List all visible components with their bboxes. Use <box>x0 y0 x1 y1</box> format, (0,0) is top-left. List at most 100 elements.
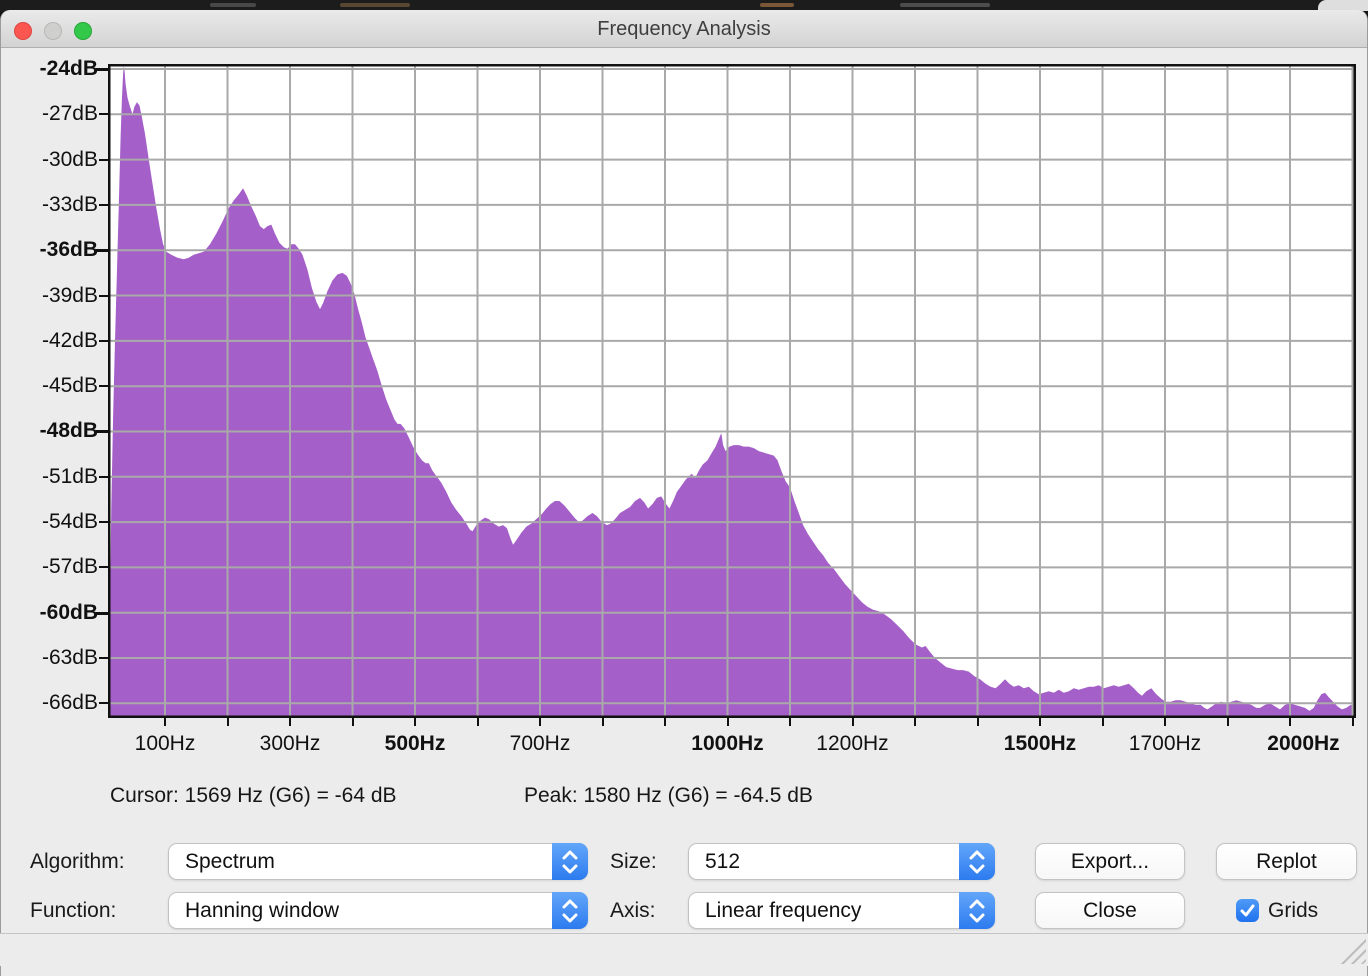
x-axis-label: 1700Hz <box>1128 732 1202 755</box>
spectrum-canvas <box>107 63 1357 719</box>
size-value: 512 <box>705 850 741 873</box>
checkmark-icon <box>1240 904 1255 917</box>
x-axis-tick <box>1351 718 1354 726</box>
y-axis-label: -63dB <box>41 646 98 670</box>
function-select[interactable]: Hanning window <box>168 892 588 929</box>
stepper-icon <box>552 892 588 929</box>
x-axis-tick <box>1289 718 1291 726</box>
axis-value: Linear frequency <box>705 899 862 922</box>
background-window-fragment <box>760 3 794 7</box>
function-value: Hanning window <box>185 899 340 922</box>
minimize-window-button[interactable] <box>44 22 62 40</box>
y-axis-tick <box>96 249 108 253</box>
size-label: Size: <box>610 850 657 873</box>
stepper-icon <box>959 892 995 929</box>
y-axis-tick <box>99 203 108 206</box>
y-axis-label: -33dB <box>41 192 98 216</box>
y-axis-label: -30dB <box>41 147 98 171</box>
x-axis-tick <box>1226 718 1229 726</box>
x-axis-tick <box>1039 718 1041 726</box>
x-axis-tick <box>476 718 479 726</box>
x-axis-tick <box>164 718 166 726</box>
window-title: Frequency Analysis <box>597 18 771 40</box>
x-axis-tick <box>351 718 354 726</box>
background-window-fragment <box>340 3 410 7</box>
x-axis-tick <box>289 718 291 726</box>
x-axis-tick <box>601 718 604 726</box>
y-axis-tick <box>99 475 108 478</box>
y-axis-label: -42dB <box>41 328 98 352</box>
function-label: Function: <box>30 899 117 922</box>
y-axis-label: -66dB <box>41 691 98 715</box>
y-axis-tick <box>99 657 108 660</box>
axis-label: Axis: <box>610 899 656 922</box>
x-axis-label: 1500Hz <box>1003 732 1077 755</box>
x-axis-tick <box>1101 718 1104 726</box>
y-axis-tick <box>99 339 108 342</box>
y-axis-tick <box>99 294 108 297</box>
x-axis-label: 2000Hz <box>1267 732 1340 755</box>
grids-checkbox-label[interactable]: Grids <box>1268 899 1319 922</box>
y-axis-tick <box>99 521 108 524</box>
x-axis-label: 100Hz <box>134 732 196 755</box>
y-axis-label: -24dB <box>39 56 98 80</box>
y-axis-label: -48dB <box>39 419 98 443</box>
x-axis-label: 300Hz <box>259 732 321 755</box>
y-axis-label: -60dB <box>39 600 98 624</box>
y-axis-label: -36dB <box>39 238 98 262</box>
background-window-fragment <box>210 3 256 7</box>
x-axis-label: 700Hz <box>509 732 571 755</box>
resize-grip-icon[interactable] <box>1340 938 1366 964</box>
titlebar[interactable]: Frequency Analysis <box>1 10 1367 48</box>
y-axis-tick <box>99 113 108 116</box>
y-axis-tick <box>99 702 108 705</box>
y-axis-tick <box>99 385 108 388</box>
export-button[interactable]: Export... <box>1035 843 1185 880</box>
chevron-up-down-icon <box>969 899 985 923</box>
close-window-button[interactable] <box>14 22 32 40</box>
window-footer <box>0 933 1368 966</box>
replot-button[interactable]: Replot <box>1216 843 1357 880</box>
x-axis-tick <box>789 718 791 726</box>
chevron-up-down-icon <box>562 899 578 923</box>
y-axis-tick <box>99 566 108 569</box>
x-axis-tick <box>414 718 416 726</box>
chevron-up-down-icon <box>562 850 578 874</box>
x-axis-tick <box>851 718 854 726</box>
x-axis-tick <box>914 718 916 726</box>
y-axis-label: -54dB <box>41 510 98 534</box>
x-axis-label: 1000Hz <box>691 732 764 755</box>
y-axis-tick <box>96 611 108 615</box>
y-axis-tick <box>96 67 108 71</box>
y-axis-label: -39dB <box>41 283 98 307</box>
chevron-up-down-icon <box>969 850 985 874</box>
spectrum-plot[interactable] <box>107 63 1357 719</box>
axis-select[interactable]: Linear frequency <box>688 892 995 929</box>
algorithm-value: Spectrum <box>185 850 275 873</box>
x-axis-tick <box>726 718 729 726</box>
y-axis-tick <box>99 158 108 161</box>
grids-checkbox[interactable] <box>1236 899 1259 922</box>
size-select[interactable]: 512 <box>688 843 995 880</box>
y-axis-tick <box>96 430 108 434</box>
y-axis-label: -27dB <box>41 102 98 126</box>
zoom-window-button[interactable] <box>74 22 92 40</box>
x-axis-label: 500Hz <box>384 732 446 755</box>
plot-frame <box>107 63 1357 719</box>
spectrum-area <box>108 66 1357 719</box>
stepper-icon <box>959 843 995 880</box>
cursor-readout: Cursor: 1569 Hz (G6) = -64 dB <box>110 784 397 807</box>
x-axis-tick <box>226 718 229 726</box>
y-axis-label: -57dB <box>41 555 98 579</box>
x-axis-label: 1200Hz <box>816 732 889 755</box>
peak-readout: Peak: 1580 Hz (G6) = -64.5 dB <box>524 784 813 807</box>
x-axis-tick <box>539 718 541 726</box>
background-app-strip <box>0 0 1368 11</box>
background-window-corner <box>1318 0 1368 11</box>
close-button[interactable]: Close <box>1035 892 1185 929</box>
y-axis-label: -45dB <box>41 374 98 398</box>
background-window-fragment <box>900 3 990 7</box>
y-axis-label: -51dB <box>41 464 98 488</box>
algorithm-select[interactable]: Spectrum <box>168 843 588 880</box>
